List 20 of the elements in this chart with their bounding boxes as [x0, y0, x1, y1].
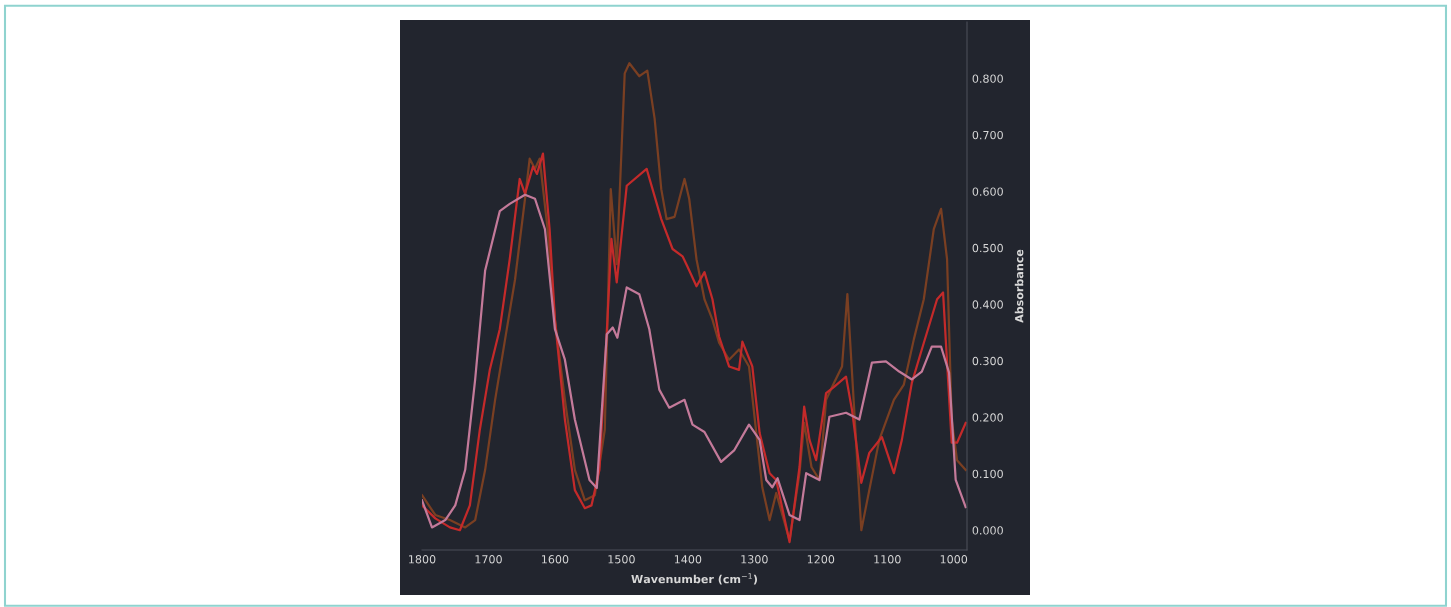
y-tick-label: 0.200: [972, 413, 1003, 422]
x-axis-title: Wavenumber (cm$^{−1}$): [631, 573, 758, 585]
y-tick-label: 0.100: [972, 469, 1003, 479]
x-tick-label: 1100: [874, 555, 901, 564]
x-tick-label: 1300: [741, 555, 768, 564]
y-tick-label: 0.600: [972, 187, 1003, 196]
x-tick-label: 1200: [807, 555, 835, 564]
x-tick-label: 1000: [940, 555, 968, 564]
x-tick-label: 1800: [409, 555, 436, 564]
y-tick-label: 0.500: [972, 243, 1003, 253]
x-tick-label: 1700: [475, 555, 502, 564]
y-tick-label: 0.700: [972, 130, 1003, 140]
x-tick-label: 1600: [542, 555, 569, 564]
y-tick-label: 0.300: [972, 356, 1003, 366]
y-axis-title: Absorbance: [1014, 249, 1024, 323]
y-tick-label: 0.400: [972, 300, 1003, 309]
y-tick-label: 0.800: [972, 74, 1003, 83]
x-tick-label: 1400: [674, 555, 702, 564]
y-tick-label: 0.000: [972, 526, 1003, 535]
x-tick-label: 1500: [608, 555, 635, 564]
